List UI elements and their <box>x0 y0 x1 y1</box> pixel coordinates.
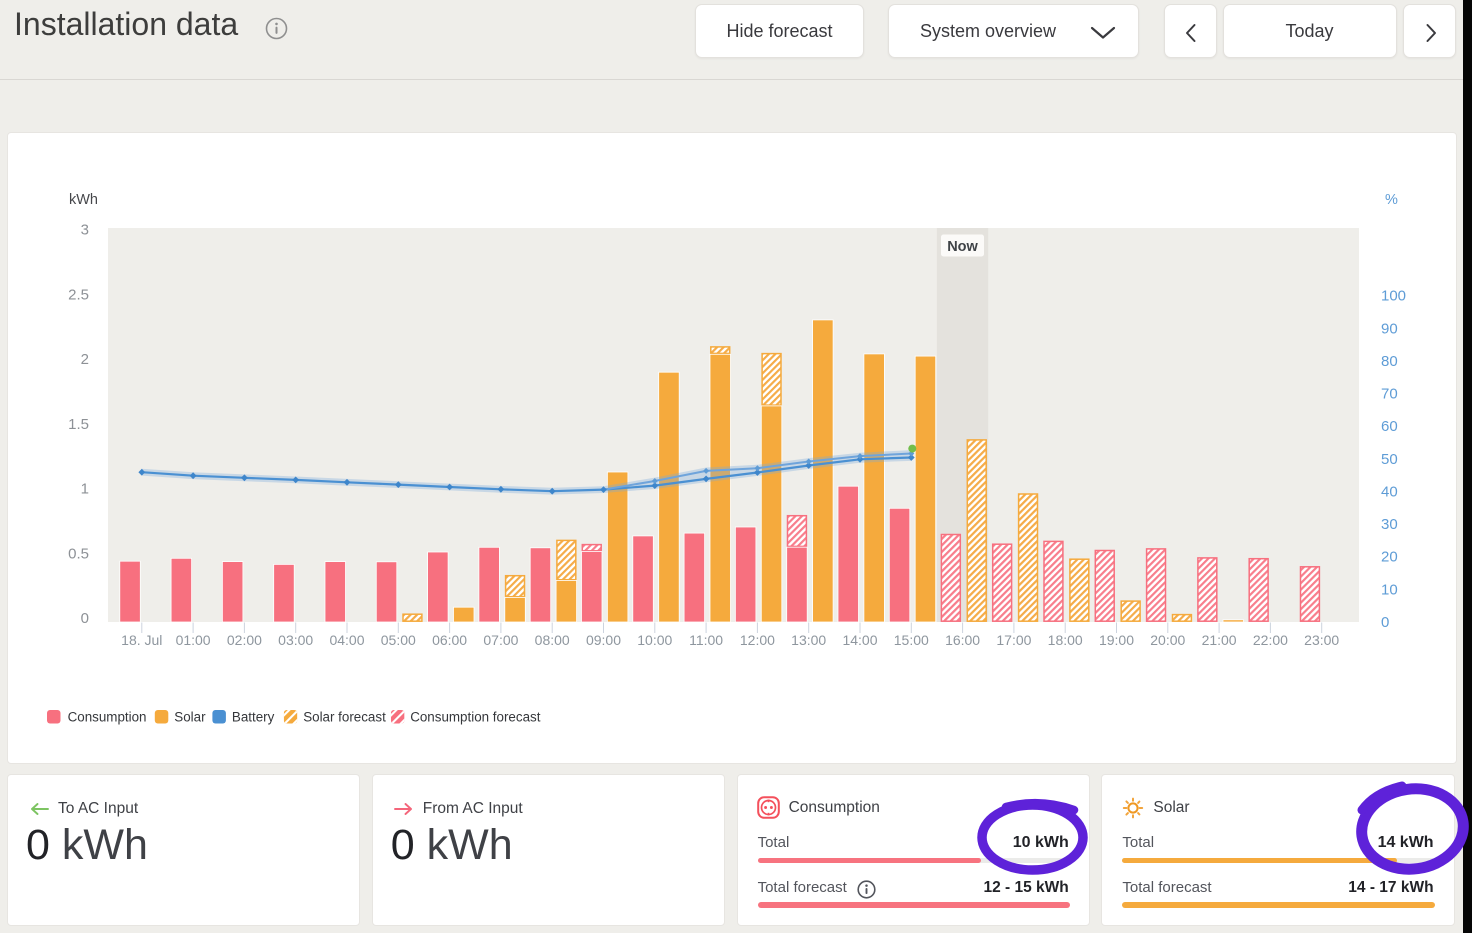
svg-text:15:00: 15:00 <box>894 632 929 648</box>
svg-text:10: 10 <box>1381 581 1398 598</box>
svg-text:03:00: 03:00 <box>278 632 313 648</box>
svg-text:09:00: 09:00 <box>586 632 621 648</box>
svg-text:2: 2 <box>81 351 89 368</box>
svg-text:30: 30 <box>1381 516 1398 533</box>
svg-text:16:00: 16:00 <box>945 632 980 648</box>
svg-text:10:00: 10:00 <box>637 632 672 648</box>
svg-text:1: 1 <box>81 481 89 498</box>
svg-text:18. Jul: 18. Jul <box>121 632 162 648</box>
svg-text:90: 90 <box>1381 320 1398 337</box>
svg-text:01:00: 01:00 <box>176 632 211 648</box>
svg-text:19:00: 19:00 <box>1099 632 1134 648</box>
svg-text:70: 70 <box>1381 386 1398 403</box>
svg-text:17:00: 17:00 <box>996 632 1031 648</box>
svg-text:12:00: 12:00 <box>740 632 775 648</box>
svg-text:1.5: 1.5 <box>68 416 89 433</box>
svg-text:13:00: 13:00 <box>791 632 826 648</box>
svg-text:20: 20 <box>1381 549 1398 566</box>
svg-text:0.5: 0.5 <box>68 545 89 562</box>
svg-text:3: 3 <box>81 222 89 239</box>
svg-text:11:00: 11:00 <box>689 632 723 648</box>
svg-text:07:00: 07:00 <box>483 632 518 648</box>
svg-text:21:00: 21:00 <box>1202 632 1237 648</box>
svg-text:Consumption forecast: Consumption forecast <box>410 710 541 725</box>
svg-text:20:00: 20:00 <box>1150 632 1185 648</box>
svg-text:0: 0 <box>1381 614 1389 631</box>
svg-text:Now: Now <box>947 239 978 255</box>
svg-text:18:00: 18:00 <box>1048 632 1083 648</box>
svg-text:08:00: 08:00 <box>535 632 570 648</box>
svg-text:%: % <box>1385 192 1398 208</box>
svg-text:2.5: 2.5 <box>68 286 89 303</box>
svg-text:60: 60 <box>1381 418 1398 435</box>
svg-text:Solar: Solar <box>174 710 206 725</box>
svg-text:80: 80 <box>1381 353 1398 370</box>
svg-text:Solar forecast: Solar forecast <box>303 710 386 725</box>
svg-text:40: 40 <box>1381 484 1398 501</box>
svg-text:04:00: 04:00 <box>329 632 364 648</box>
svg-text:02:00: 02:00 <box>227 632 262 648</box>
svg-text:0: 0 <box>81 610 89 627</box>
svg-text:Consumption: Consumption <box>68 710 147 725</box>
svg-text:14:00: 14:00 <box>842 632 877 648</box>
svg-text:100: 100 <box>1381 288 1406 305</box>
svg-text:kWh: kWh <box>69 192 98 208</box>
svg-text:22:00: 22:00 <box>1253 632 1288 648</box>
svg-text:Battery: Battery <box>232 710 275 725</box>
svg-text:23:00: 23:00 <box>1304 632 1339 648</box>
svg-text:06:00: 06:00 <box>432 632 467 648</box>
svg-text:05:00: 05:00 <box>381 632 416 648</box>
svg-text:50: 50 <box>1381 451 1398 468</box>
